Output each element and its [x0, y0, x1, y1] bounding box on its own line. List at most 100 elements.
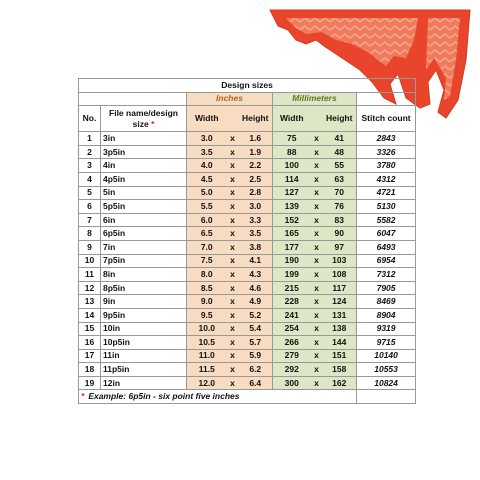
- size-row: 3 4in 4.0 x 2.2 100 x 55 3780: [78, 158, 417, 173]
- height-mm: 158: [322, 362, 357, 377]
- height-mm: 131: [322, 307, 357, 323]
- width-inches: 8.0: [186, 267, 227, 282]
- inches-header: Inches: [186, 91, 273, 107]
- separator: x: [226, 199, 239, 214]
- file-name: 5in: [100, 185, 187, 201]
- empty-cell: [355, 389, 417, 405]
- height-mm: 41: [322, 131, 357, 146]
- width-inches: 6.5: [186, 226, 227, 241]
- footnote-row: * Example: 6p5in - six point five inches: [78, 389, 417, 405]
- width-mm: 88: [272, 144, 311, 160]
- separator: x: [226, 226, 239, 241]
- stitch-count: 6493: [355, 239, 417, 255]
- footnote: * Example: 6p5in - six point five inches: [78, 389, 357, 405]
- width-mm: 127: [272, 185, 311, 201]
- applique-shape: [269, 9, 471, 119]
- separator: x: [310, 239, 323, 255]
- separator: x: [310, 212, 323, 228]
- width-inches: 11.0: [186, 348, 227, 364]
- stitch-count: 5582: [355, 212, 417, 228]
- width-mm: 177: [272, 239, 311, 255]
- height-mm: 124: [322, 294, 357, 309]
- file-name: 9in: [100, 294, 187, 309]
- stitch-header: Stitch count: [355, 105, 417, 133]
- file-name: 6p5in: [100, 226, 187, 241]
- file-name: 10p5in: [100, 335, 187, 350]
- height-mm: 76: [322, 199, 357, 214]
- stitch-count: 8904: [355, 307, 417, 323]
- file-name: 7in: [100, 239, 187, 255]
- height-inches: 2.2: [238, 158, 273, 173]
- separator: x: [226, 348, 239, 364]
- size-row: 14 9p5in 9.5 x 5.2 241 x 131 8904: [78, 307, 417, 323]
- size-row: 6 5p5in 5.5 x 3.0 139 x 76 5130: [78, 199, 417, 214]
- width-mm: 241: [272, 307, 311, 323]
- width-mm: 279: [272, 348, 311, 364]
- file-name: 8in: [100, 267, 187, 282]
- width-mm: 292: [272, 362, 311, 377]
- name-header: File name/design size *: [100, 105, 187, 133]
- separator: x: [226, 307, 239, 323]
- separator: x: [310, 294, 323, 309]
- row-number: 13: [78, 294, 101, 309]
- width-mm: 215: [272, 280, 311, 296]
- width-mm: 100: [272, 158, 311, 173]
- file-name: 11in: [100, 348, 187, 364]
- file-name: 4p5in: [100, 171, 187, 187]
- empty-cell: [310, 105, 323, 133]
- height-header: Height: [238, 105, 273, 133]
- height-inches: 4.6: [238, 280, 273, 296]
- table-title: Design sizes: [77, 78, 417, 93]
- height-mm: 55: [322, 158, 357, 173]
- height-inches: 4.9: [238, 294, 273, 309]
- size-table: Design sizes Inches Millimeters No. File…: [77, 78, 417, 405]
- separator: x: [310, 267, 323, 282]
- separator: x: [310, 375, 323, 391]
- size-row: 7 6in 6.0 x 3.3 152 x 83 5582: [78, 212, 417, 228]
- row-number: 11: [78, 267, 101, 282]
- shape-fill-right: [426, 18, 460, 100]
- row-number: 12: [78, 280, 101, 296]
- separator: x: [310, 199, 323, 214]
- separator: x: [310, 307, 323, 323]
- stitch-count: 8469: [355, 294, 417, 309]
- height-mm: 90: [322, 226, 357, 241]
- height-inches: 2.8: [238, 185, 273, 201]
- height-inches: 4.1: [238, 253, 273, 269]
- width-mm: 190: [272, 253, 311, 269]
- separator: x: [226, 362, 239, 377]
- separator: x: [226, 375, 239, 391]
- separator: x: [226, 239, 239, 255]
- row-number: 9: [78, 239, 101, 255]
- asterisk: *: [81, 391, 85, 402]
- stitch-count: 10824: [355, 375, 417, 391]
- height-inches: 6.2: [238, 362, 273, 377]
- row-number: 8: [78, 226, 101, 241]
- height-inches: 3.0: [238, 199, 273, 214]
- row-number: 7: [78, 212, 101, 228]
- separator: x: [226, 267, 239, 282]
- separator: x: [310, 226, 323, 241]
- width-inches: 10.0: [186, 321, 227, 337]
- size-row: 11 8in 8.0 x 4.3 199 x 108 7312: [78, 267, 417, 282]
- separator: x: [226, 321, 239, 337]
- separator: x: [310, 348, 323, 364]
- file-name: 6in: [100, 212, 187, 228]
- separator: x: [226, 335, 239, 350]
- width-mm: 254: [272, 321, 311, 337]
- size-row: 12 8p5in 8.5 x 4.6 215 x 117 7905: [78, 280, 417, 296]
- row-number: 5: [78, 185, 101, 201]
- height-inches: 3.5: [238, 226, 273, 241]
- height-inches: 5.4: [238, 321, 273, 337]
- separator: x: [310, 321, 323, 337]
- header-row: No. File name/design size * Width Height…: [78, 105, 417, 133]
- size-row: 1 3in 3.0 x 1.6 75 x 41 2843: [78, 131, 417, 146]
- row-number: 10: [78, 253, 101, 269]
- width-inches: 3.0: [186, 131, 227, 146]
- stitch-count: 3326: [355, 144, 417, 160]
- footnote-text: Example: 6p5in - six point five inches: [88, 391, 240, 402]
- width-inches: 4.0: [186, 158, 227, 173]
- separator: x: [310, 362, 323, 377]
- row-number: 6: [78, 199, 101, 214]
- file-name: 9p5in: [100, 307, 187, 323]
